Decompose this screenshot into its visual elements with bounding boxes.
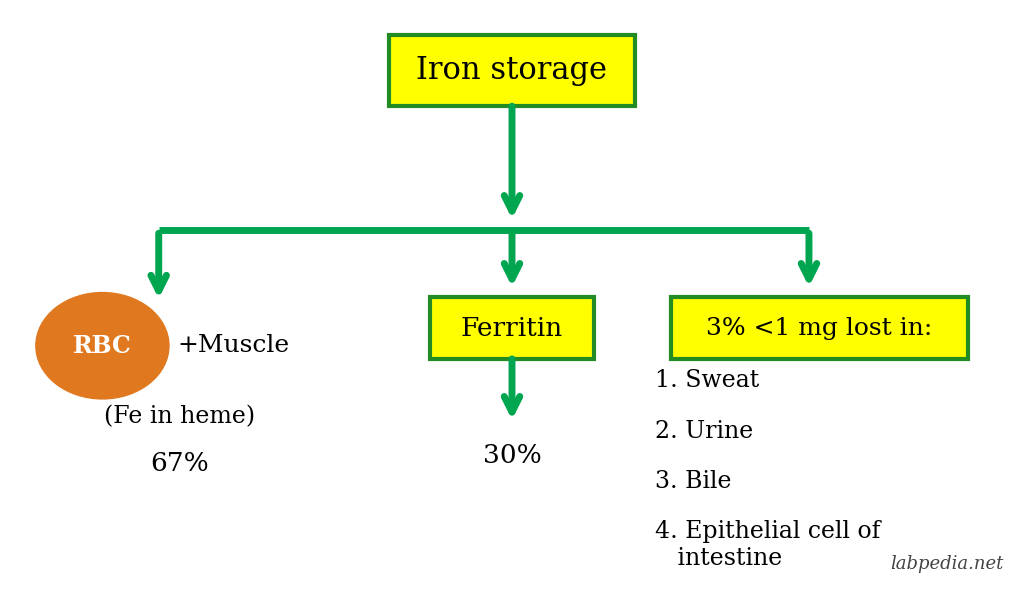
Text: 4. Epithelial cell of
   intestine: 4. Epithelial cell of intestine [655, 520, 881, 570]
FancyBboxPatch shape [430, 297, 594, 359]
Text: RBC: RBC [73, 334, 132, 358]
Text: Iron storage: Iron storage [417, 56, 607, 86]
FancyBboxPatch shape [389, 35, 635, 106]
Text: Ferritin: Ferritin [461, 316, 563, 340]
Text: 67%: 67% [150, 452, 209, 476]
Text: +Muscle: +Muscle [177, 335, 289, 357]
Text: 30%: 30% [482, 443, 542, 467]
Text: 2. Urine: 2. Urine [655, 420, 754, 443]
Text: (Fe in heme): (Fe in heme) [103, 405, 255, 428]
FancyBboxPatch shape [671, 297, 968, 359]
Ellipse shape [36, 293, 169, 399]
Text: 1. Sweat: 1. Sweat [655, 369, 760, 392]
Text: labpedia.net: labpedia.net [890, 556, 1004, 573]
Text: 3% <1 mg lost in:: 3% <1 mg lost in: [706, 317, 933, 339]
Text: 3. Bile: 3. Bile [655, 470, 732, 493]
